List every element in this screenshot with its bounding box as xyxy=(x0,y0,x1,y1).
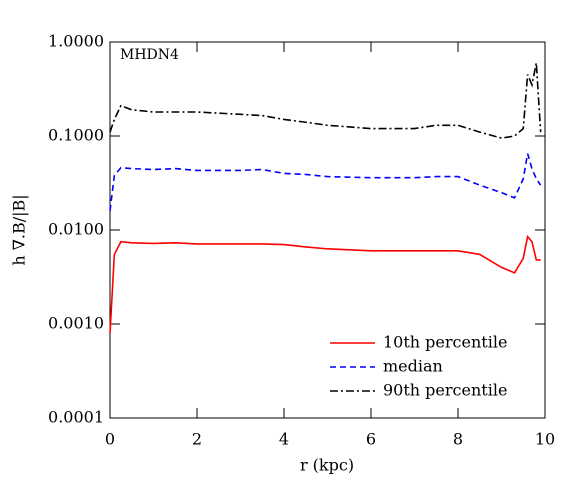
x-tick-label: 6 xyxy=(366,430,376,449)
x-tick-label: 4 xyxy=(279,430,289,449)
data-line xyxy=(109,153,542,211)
y-tick-label: 0.1000 xyxy=(48,126,104,145)
plot-frame xyxy=(109,41,546,419)
y-tick-label: 0.0001 xyxy=(48,408,104,427)
y-tick-label: 0.0010 xyxy=(48,314,104,333)
x-axis-label: r (kpc) xyxy=(300,456,354,475)
legend-label: 90th percentile xyxy=(383,381,507,400)
legend-label: 10th percentile xyxy=(383,333,507,352)
data-line xyxy=(109,234,541,334)
annotation: MHDN4 xyxy=(120,47,179,63)
x-tick-label: 2 xyxy=(192,430,202,449)
x-tick-label: 10 xyxy=(535,430,555,449)
y-axis-label: h ∇.B/|B| xyxy=(10,194,29,265)
y-tick-label: 1.0000 xyxy=(48,32,104,51)
x-tick-label: 0 xyxy=(105,430,115,449)
x-tick-label: 8 xyxy=(453,430,463,449)
legend-label: median xyxy=(383,357,443,376)
data-line xyxy=(109,62,542,139)
y-tick-label: 0.0100 xyxy=(48,220,104,239)
